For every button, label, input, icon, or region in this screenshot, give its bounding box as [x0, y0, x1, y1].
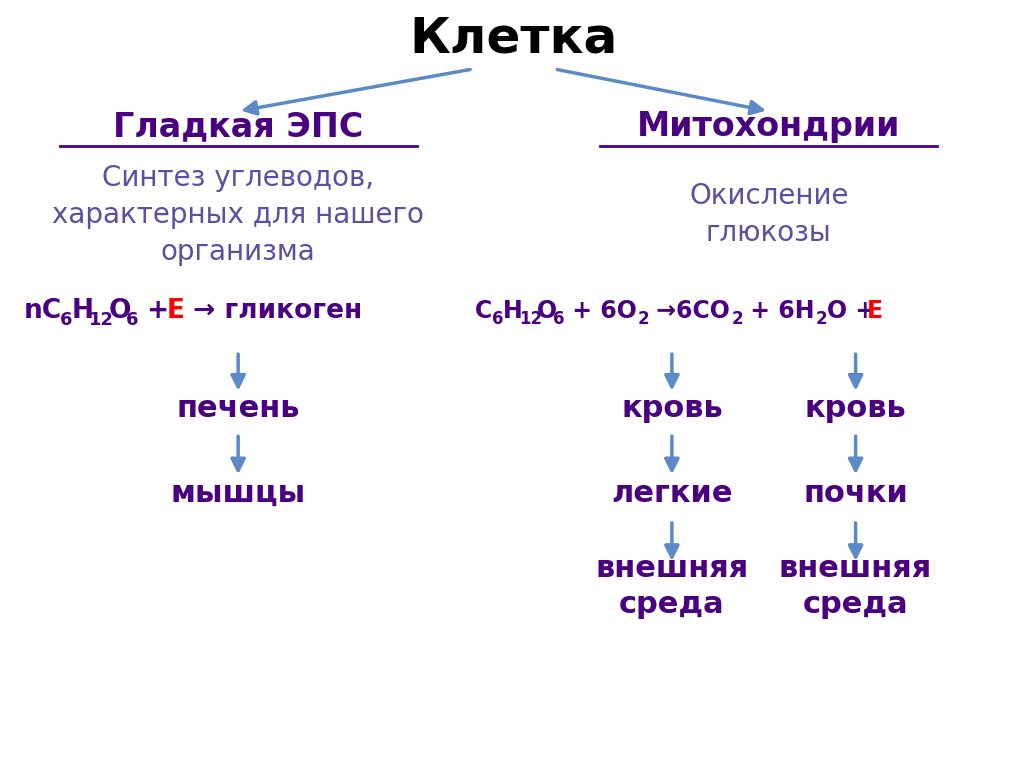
Text: кровь: кровь — [621, 394, 723, 423]
Text: Окисление
глюкозы: Окисление глюкозы — [689, 183, 849, 247]
Text: → гликоген: → гликоген — [184, 298, 362, 324]
Text: 6: 6 — [492, 311, 503, 328]
Text: + 6O: + 6O — [564, 299, 637, 324]
Text: 2: 2 — [637, 311, 649, 328]
Text: E: E — [867, 299, 884, 324]
Text: +: + — [137, 298, 169, 324]
Text: →6CO: →6CO — [648, 299, 730, 324]
Text: O: O — [538, 299, 557, 324]
Text: легкие: легкие — [611, 479, 732, 508]
Text: С: С — [475, 299, 493, 324]
Text: мышцы: мышцы — [171, 479, 306, 508]
Text: + 6H: + 6H — [742, 299, 815, 324]
Text: O: O — [109, 298, 131, 324]
Text: кровь: кровь — [805, 394, 906, 423]
Text: O +: O + — [826, 299, 874, 324]
Text: внешняя
среда: внешняя среда — [779, 555, 932, 619]
Text: H: H — [72, 298, 93, 324]
Text: 2: 2 — [816, 311, 827, 328]
Text: внешняя
среда: внешняя среда — [595, 555, 749, 619]
Text: печень: печень — [176, 394, 300, 423]
Text: 6: 6 — [126, 311, 138, 329]
Text: Клетка: Клетка — [410, 15, 617, 62]
Text: H: H — [503, 299, 522, 324]
Text: E: E — [166, 298, 184, 324]
Text: Синтез углеводов,
характерных для нашего
организма: Синтез углеводов, характерных для нашего… — [52, 164, 424, 265]
Text: 12: 12 — [89, 311, 114, 329]
Text: nC: nC — [24, 298, 61, 324]
Text: 6: 6 — [553, 311, 564, 328]
Text: Гладкая ЭПС: Гладкая ЭПС — [113, 110, 364, 143]
Text: 12: 12 — [519, 311, 543, 328]
Text: 2: 2 — [731, 311, 743, 328]
Text: Митохондрии: Митохондрии — [637, 110, 900, 143]
Text: 6: 6 — [59, 311, 72, 329]
Text: почки: почки — [803, 479, 908, 508]
